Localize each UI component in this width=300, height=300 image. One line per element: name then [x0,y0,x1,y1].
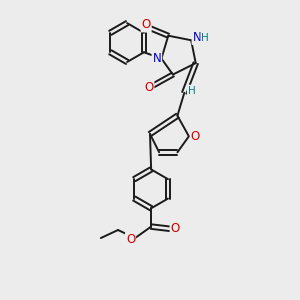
Text: O: O [144,81,154,94]
Text: H: H [202,32,209,43]
Text: O: O [190,130,200,143]
Text: N: N [193,31,201,44]
Text: N: N [152,52,161,65]
Text: O: O [142,18,151,32]
Text: O: O [170,222,180,236]
Text: O: O [126,233,135,246]
Text: H: H [188,85,196,96]
